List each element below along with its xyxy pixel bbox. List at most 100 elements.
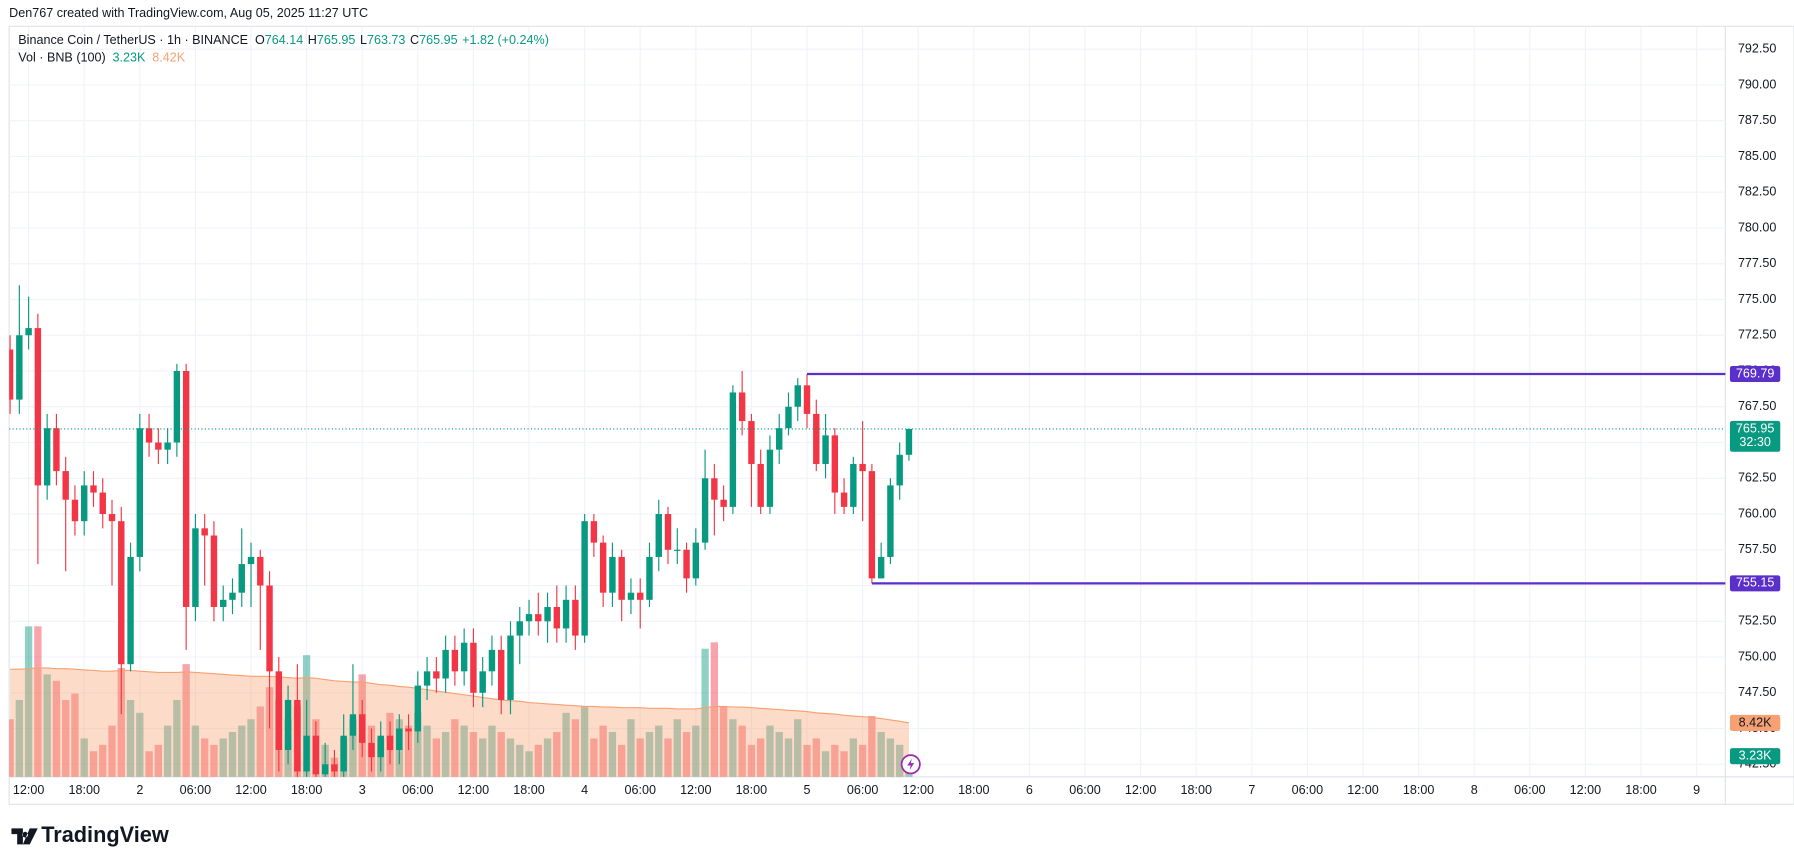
candle-body <box>618 556 625 600</box>
candle-body <box>192 528 199 607</box>
volume-bar <box>784 738 793 777</box>
candle-body <box>692 542 700 579</box>
y-tick-label: 787.50 <box>1738 113 1776 127</box>
level-tag-label: 755.15 <box>1736 576 1774 590</box>
candle-body <box>9 349 14 400</box>
x-tick-label: 12:00 <box>1347 783 1378 797</box>
volume-ma-value: 8.42K <box>152 51 185 65</box>
volume-bar <box>692 725 700 777</box>
volume-bar <box>89 751 98 777</box>
candle-body <box>182 371 190 607</box>
x-tick-label: 4 <box>581 783 588 797</box>
candle-body <box>674 549 681 551</box>
candle-body <box>637 592 644 600</box>
volume-bar <box>896 744 904 777</box>
candle-body <box>247 556 255 565</box>
candle-body <box>238 564 245 593</box>
y-tick-label: 777.50 <box>1738 256 1776 270</box>
candle-body <box>368 742 375 758</box>
x-tick-label: 18:00 <box>736 783 767 797</box>
candle-body <box>803 385 811 414</box>
volume-bar <box>201 738 209 777</box>
volume-tag-label: 3.23K <box>1739 749 1772 763</box>
candle-body <box>831 435 839 493</box>
y-tick-label: 750.00 <box>1738 649 1776 663</box>
candle-body <box>535 614 542 622</box>
volume-bar <box>618 744 626 777</box>
volume-bar <box>219 738 227 777</box>
candle-body <box>794 385 801 407</box>
volume-bar <box>80 738 88 777</box>
candle-body <box>757 463 764 507</box>
candle-body <box>62 471 69 500</box>
candle-body <box>544 606 551 622</box>
volume-bar <box>451 719 459 777</box>
x-tick-label: 06:00 <box>1069 783 1100 797</box>
volume-bar <box>812 738 820 777</box>
volume-bar <box>831 744 839 777</box>
y-tick-label: 780.00 <box>1738 220 1776 234</box>
candle-body <box>405 728 412 732</box>
level-tag <box>1729 365 1781 383</box>
candle-body <box>627 592 635 600</box>
x-tick-label: 06:00 <box>402 783 433 797</box>
grid <box>9 26 1726 777</box>
candle-body <box>396 728 403 750</box>
candle-body <box>877 556 885 579</box>
y-tick-label: 775.00 <box>1738 292 1776 306</box>
volume-bar <box>479 738 487 777</box>
y-tick-label: 747.50 <box>1738 685 1776 699</box>
volume-bar <box>163 725 172 777</box>
y-tick-label: 752.50 <box>1738 614 1776 628</box>
y-tick-label: 792.50 <box>1738 42 1776 56</box>
x-tick-label: 12:00 <box>902 783 933 797</box>
legend-value: 763.73 <box>367 34 405 48</box>
x-tick-label: 18:00 <box>291 783 322 797</box>
candle-body <box>813 413 820 464</box>
x-tick-label: 18:00 <box>513 783 544 797</box>
volume-bar <box>497 732 505 777</box>
candle-body <box>321 764 329 775</box>
volume-value: 3.23K <box>113 51 146 65</box>
candles <box>9 285 913 777</box>
volume-bar <box>173 699 181 777</box>
volume-bar <box>525 751 533 777</box>
candle-body <box>90 485 97 493</box>
x-tick-label: 9 <box>1693 783 1700 797</box>
x-tick-label: 18:00 <box>1403 783 1434 797</box>
volume-bar <box>71 693 79 777</box>
candle-body <box>16 335 23 400</box>
volume-bar <box>136 712 144 777</box>
volume-bar <box>24 626 33 777</box>
candle-body <box>581 521 588 636</box>
candle-body <box>572 599 579 636</box>
candle-body <box>53 428 60 472</box>
volume-bar <box>757 738 765 777</box>
candle-body <box>868 471 876 579</box>
candle-body <box>99 492 106 515</box>
candle-body <box>470 642 477 693</box>
candle-body <box>553 606 561 629</box>
legend-value: 765.95 <box>317 34 355 48</box>
volume-bar <box>729 719 737 777</box>
candle-body <box>294 699 301 772</box>
candle-body <box>136 428 144 557</box>
legend-key: C <box>410 34 419 48</box>
x-tick-label: 2 <box>136 783 143 797</box>
legend-value: 765.95 <box>419 34 457 48</box>
volume-bar <box>441 732 450 777</box>
level-tag <box>1729 575 1781 592</box>
volume-bar <box>710 642 719 777</box>
header: Den767 created with TradingView.com, Aug… <box>9 6 368 20</box>
legend-title: Binance Coin / TetherUS · 1h · BINANCE <box>18 34 248 48</box>
candle-body <box>414 685 422 732</box>
volume-bar <box>553 732 561 777</box>
x-tick-label: 18:00 <box>1625 783 1656 797</box>
volume-bar <box>599 725 607 777</box>
volume-bar <box>99 744 107 777</box>
volume-bar <box>562 712 570 777</box>
candle-body <box>840 492 848 507</box>
replay-icon[interactable] <box>900 754 921 775</box>
volume-bar <box>608 732 617 777</box>
